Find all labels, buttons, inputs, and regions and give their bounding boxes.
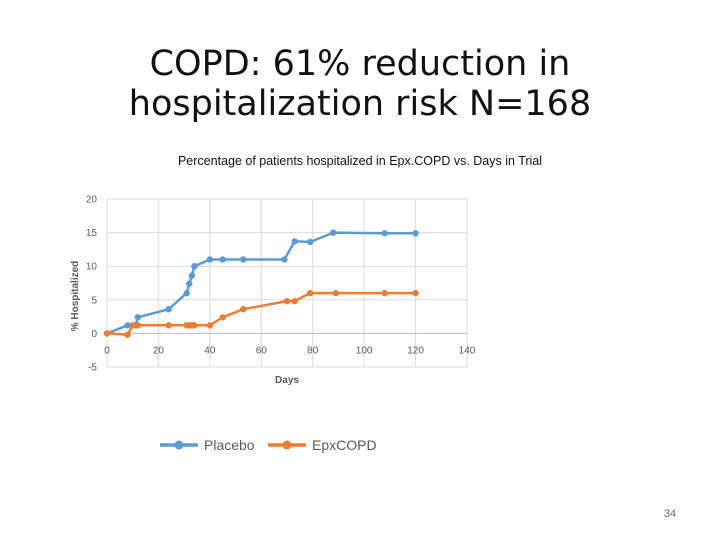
chart-title: Percentage of patients hospitalized in E… xyxy=(177,154,543,168)
data-point xyxy=(191,263,198,270)
legend-label: EpxCOPD xyxy=(312,437,377,453)
legend-marker xyxy=(282,440,292,450)
y-tick-label: 20 xyxy=(86,195,98,206)
data-point xyxy=(291,238,298,245)
data-point xyxy=(134,314,142,321)
y-tick-label: 5 xyxy=(91,295,97,306)
data-point xyxy=(219,256,226,263)
legend-item: Placebo xyxy=(160,437,255,453)
plot-area xyxy=(106,198,468,368)
slide-number: 34 xyxy=(663,508,677,520)
y-tick-labels: -5 0 5 10 15 20 xyxy=(86,195,98,374)
data-point xyxy=(330,229,337,236)
data-point xyxy=(306,289,314,297)
x-tick-label: 20 xyxy=(153,345,165,356)
data-point xyxy=(124,331,131,338)
x-tick-label: 0 xyxy=(104,345,110,356)
chart-legend: Placebo EpxCOPD xyxy=(160,437,377,453)
data-point xyxy=(291,297,298,305)
x-axis-label: Days xyxy=(275,375,299,386)
data-point xyxy=(186,280,193,287)
data-point xyxy=(332,289,340,297)
data-point xyxy=(191,322,198,329)
x-tick-label: 40 xyxy=(204,345,216,356)
legend-item: EpxCOPD xyxy=(268,437,377,453)
x-tick-label: 60 xyxy=(256,345,268,356)
data-point xyxy=(412,230,419,237)
x-tick-label: 80 xyxy=(307,345,319,356)
x-tick-label: 120 xyxy=(407,345,424,356)
gridlines xyxy=(106,198,468,368)
data-point xyxy=(165,322,172,329)
data-point xyxy=(412,289,419,297)
series-epxcopd xyxy=(103,289,419,338)
legend-marker xyxy=(174,440,184,450)
y-tick-label: 15 xyxy=(86,228,98,239)
series-group xyxy=(103,229,419,338)
data-point xyxy=(129,322,136,329)
data-point xyxy=(381,289,388,297)
y-tick-label: 0 xyxy=(91,329,97,340)
x-tick-label: 140 xyxy=(459,345,476,356)
data-point xyxy=(103,330,111,337)
legend-label: Placebo xyxy=(204,437,255,453)
data-point xyxy=(124,322,131,329)
slide-title: COPD: 61% reduction in hospitalization r… xyxy=(128,44,592,124)
data-point xyxy=(283,297,291,305)
data-point xyxy=(188,272,196,279)
x-tick-labels: 0 20 40 60 80 100 120 140 xyxy=(104,345,476,356)
x-tick-label: 100 xyxy=(356,345,373,356)
data-point xyxy=(240,256,247,263)
data-point xyxy=(206,322,214,329)
data-point xyxy=(183,289,190,297)
line-chart: -5 0 5 10 15 20 0 20 40 60 80 100 120 140 % Hospital… xyxy=(70,195,476,454)
y-tick-label: -5 xyxy=(88,363,97,374)
data-point xyxy=(165,306,172,313)
data-point xyxy=(281,256,288,263)
y-tick-label: 10 xyxy=(86,262,98,273)
data-point xyxy=(219,314,226,321)
data-point xyxy=(134,322,142,329)
data-point xyxy=(206,256,214,263)
data-point xyxy=(306,238,314,246)
y-axis-label: % Hospitalized xyxy=(70,261,81,332)
data-point xyxy=(381,230,388,237)
data-point xyxy=(240,306,247,313)
